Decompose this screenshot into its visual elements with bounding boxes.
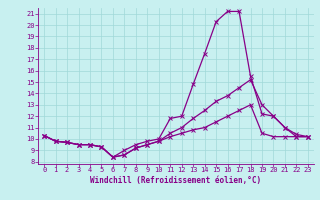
X-axis label: Windchill (Refroidissement éolien,°C): Windchill (Refroidissement éolien,°C) <box>91 176 261 185</box>
